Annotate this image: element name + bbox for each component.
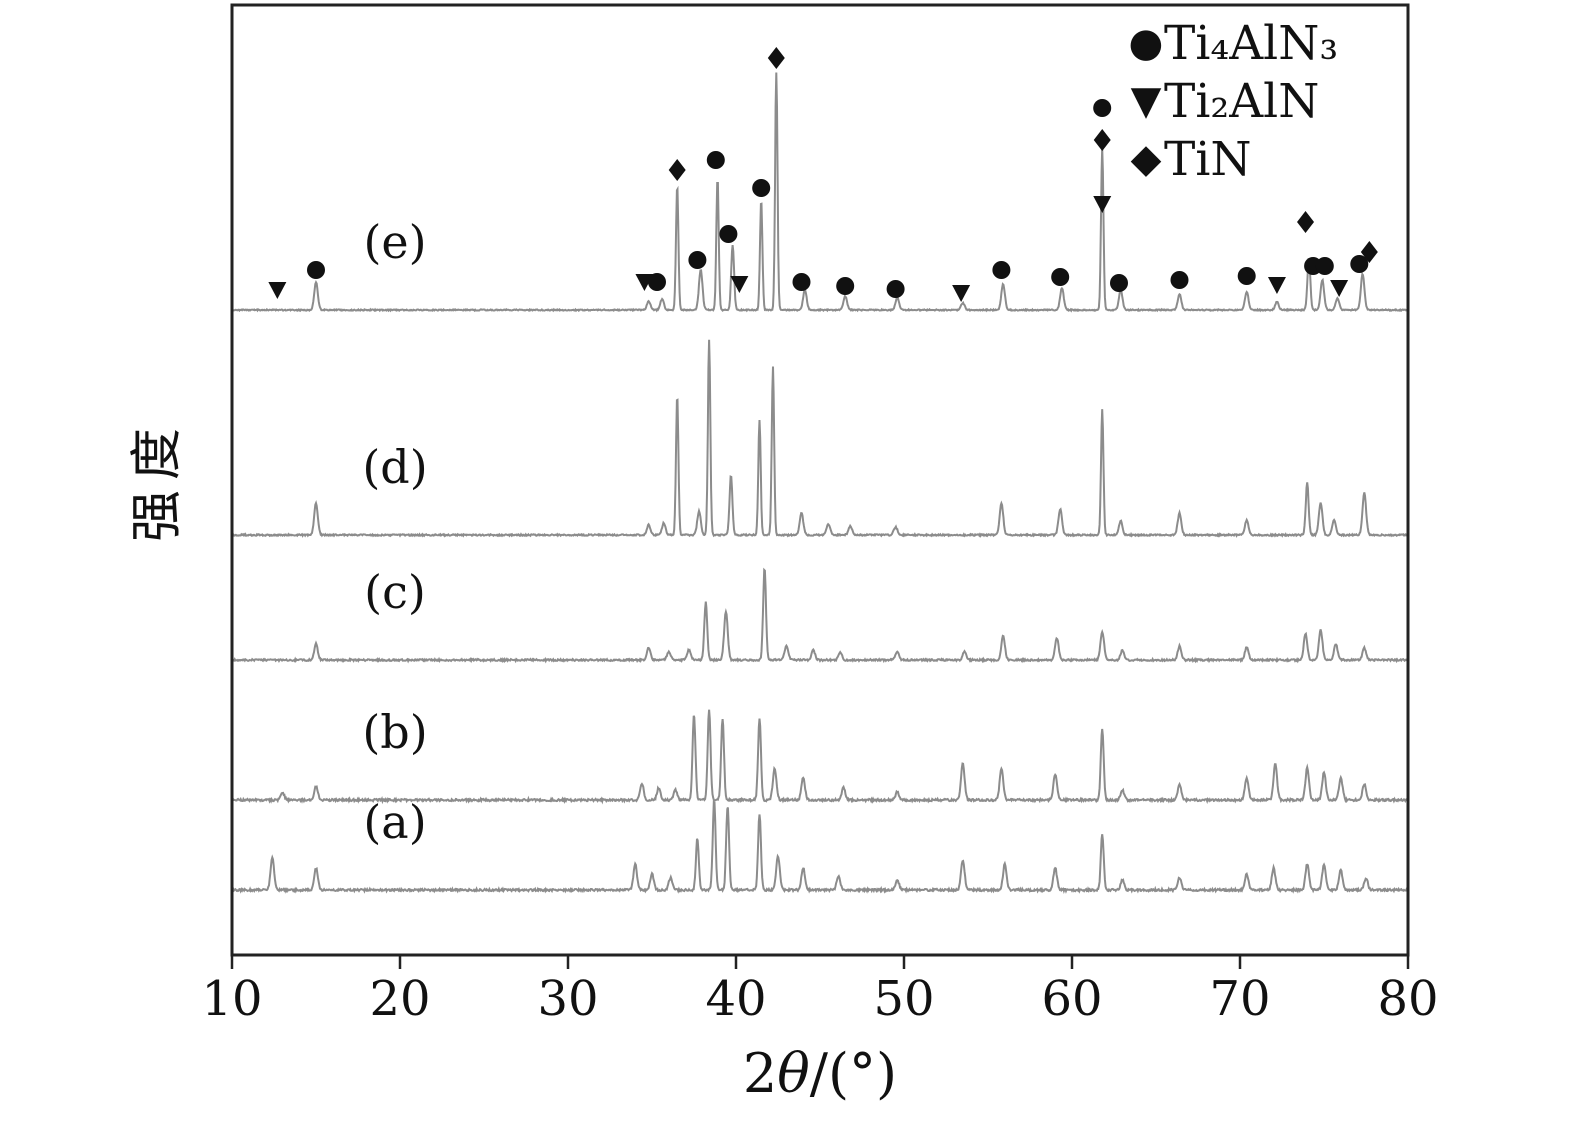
ti4aln3-peak-marker-icon: [1237, 267, 1256, 285]
x-tick-label: 80: [1377, 971, 1438, 1027]
ti4aln3-peak-marker-icon: [792, 273, 811, 291]
legend-label-ti4aln3: Ti₄AlN₃: [1164, 15, 1339, 71]
series-label-a: (a): [363, 795, 426, 849]
ti4aln3-peak-marker-icon: [1350, 255, 1369, 273]
legend-item-tin: ◆ TiN: [1128, 130, 1338, 188]
trace-c: [232, 567, 1408, 664]
trace-e: [232, 72, 1408, 313]
x-tick-label: 60: [1041, 971, 1102, 1027]
ti2aln-peak-marker-icon: [1267, 277, 1286, 294]
ti4aln3-peak-marker-icon: [752, 179, 771, 197]
ti4aln3-peak-marker-icon: [648, 273, 666, 291]
x-tick-label: 50: [873, 971, 934, 1027]
ti2aln-peak-marker-icon: [952, 285, 971, 302]
circle-marker-icon: ●: [1128, 20, 1164, 66]
plot-border: [230, 3, 1410, 957]
series-label-d: (d): [362, 440, 427, 494]
legend-label-tin: TiN: [1164, 131, 1252, 187]
trace-b: [232, 709, 1408, 805]
ti4aln3-peak-marker-icon: [1051, 268, 1070, 286]
trace-d: [232, 339, 1408, 538]
traces: [232, 72, 1408, 894]
ti4aln3-peak-marker-icon: [688, 251, 707, 269]
tin-peak-marker-icon: [668, 159, 686, 181]
ti2aln-peak-marker-icon: [635, 274, 654, 291]
diamond-marker-icon: ◆: [1130, 136, 1162, 182]
legend: ● Ti₄AlN₃ ▼ Ti₂AlN ◆ TiN: [1128, 14, 1339, 188]
ti4aln3-peak-marker-icon: [706, 151, 725, 169]
ti2aln-peak-marker-icon: [730, 276, 749, 293]
ti2aln-peak-marker-icon: [1093, 196, 1112, 213]
x-tick-label: 70: [1209, 971, 1270, 1027]
x-axis-label-theta: θ: [777, 1042, 810, 1105]
legend-item-ti2aln: ▼ Ti₂AlN: [1128, 72, 1338, 130]
tin-peak-marker-icon: [1360, 241, 1378, 263]
x-axis-label-pre: 2: [742, 1042, 778, 1105]
ti4aln3-peak-marker-icon: [1110, 274, 1128, 292]
tin-peak-marker-icon: [1093, 129, 1111, 151]
phase-markers: [268, 47, 1378, 302]
ti4aln3-peak-marker-icon: [836, 277, 855, 295]
ti4aln3-peak-marker-icon: [1315, 257, 1334, 275]
ti4aln3-peak-marker-icon: [307, 261, 325, 279]
tin-peak-marker-icon: [767, 47, 785, 69]
ti4aln3-peak-marker-icon: [719, 225, 738, 243]
ti4aln3-peak-marker-icon: [886, 280, 905, 298]
legend-item-ti4aln3: ● Ti₄AlN₃: [1128, 14, 1339, 72]
series-label-e: (e): [363, 215, 426, 269]
x-tick-label: 40: [705, 971, 766, 1027]
x-tick-label: 20: [369, 971, 430, 1027]
triangle-down-marker-icon: ▼: [1130, 78, 1162, 124]
trace-a: [232, 800, 1408, 894]
x-tick-label: 10: [201, 971, 262, 1027]
x-axis-label: 2θ/(°): [232, 1042, 1408, 1105]
ti2aln-peak-marker-icon: [1330, 280, 1349, 297]
ti4aln3-peak-marker-icon: [1093, 99, 1112, 117]
ti4aln3-peak-marker-icon: [992, 261, 1011, 279]
ti4aln3-peak-marker-icon: [1170, 271, 1189, 289]
legend-label-ti2aln: Ti₂AlN: [1164, 73, 1320, 129]
series-label-b: (b): [362, 705, 427, 759]
y-axis-label: 强度: [127, 417, 188, 543]
x-axis-label-post: /(°): [809, 1042, 898, 1105]
x-tick-label: 30: [537, 971, 598, 1027]
tin-peak-marker-icon: [1297, 211, 1315, 233]
series-label-c: (c): [364, 565, 426, 619]
ti2aln-peak-marker-icon: [268, 282, 287, 299]
